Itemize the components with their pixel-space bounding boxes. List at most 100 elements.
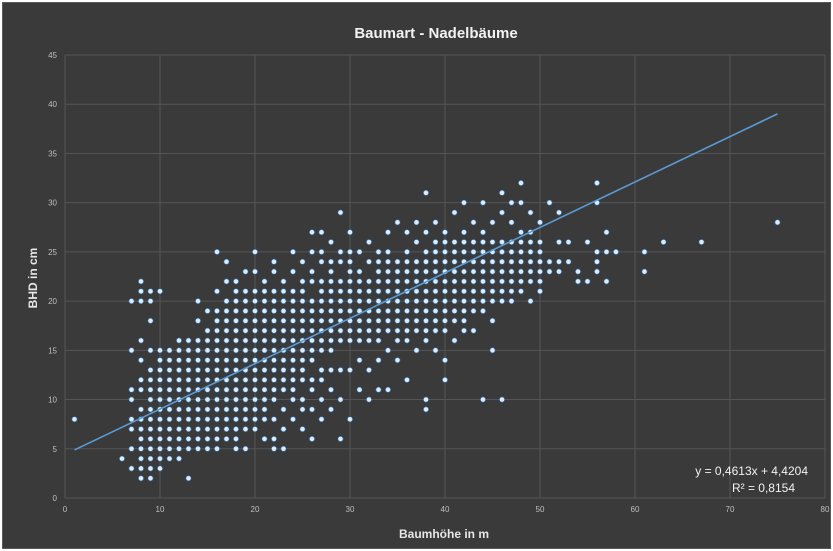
data-point <box>432 327 439 334</box>
data-point <box>603 229 610 236</box>
data-point <box>508 219 515 226</box>
data-point <box>518 278 524 285</box>
data-point <box>271 337 277 344</box>
data-point <box>423 248 429 255</box>
data-point <box>356 357 363 364</box>
data-point <box>261 288 268 295</box>
data-point <box>138 288 144 295</box>
data-point <box>166 406 173 413</box>
data-point <box>594 268 600 275</box>
data-point <box>128 465 135 472</box>
data-point <box>518 199 524 206</box>
data-point <box>223 416 230 423</box>
data-point <box>394 327 401 334</box>
data-point <box>261 347 268 354</box>
data-point <box>138 298 144 305</box>
data-point <box>223 357 230 364</box>
data-point <box>138 278 144 285</box>
data-point <box>489 239 496 245</box>
data-point <box>546 258 553 265</box>
data-point <box>518 180 524 186</box>
data-point <box>242 308 249 314</box>
data-point <box>461 239 467 245</box>
data-point <box>641 268 648 275</box>
data-point <box>309 278 315 285</box>
data-point <box>223 347 230 354</box>
y-tick-label: 45 <box>48 51 57 60</box>
data-point <box>280 406 287 413</box>
data-point <box>442 278 448 285</box>
data-point <box>546 268 553 275</box>
data-point <box>233 357 239 364</box>
data-point <box>318 298 325 305</box>
data-point <box>204 347 211 354</box>
data-point <box>271 288 277 295</box>
data-point <box>166 347 173 354</box>
data-point <box>442 327 448 334</box>
data-point <box>442 258 448 265</box>
data-point <box>261 396 268 403</box>
data-point <box>366 337 372 344</box>
data-point <box>204 406 211 413</box>
data-point <box>337 258 344 265</box>
data-point <box>176 357 182 364</box>
data-point <box>195 298 201 305</box>
data-point <box>204 416 211 423</box>
data-point <box>147 396 154 403</box>
data-point <box>404 278 410 285</box>
data-point <box>223 327 230 334</box>
x-axis-label: Baumhöhe in m <box>399 527 489 541</box>
data-point <box>204 426 211 432</box>
data-point <box>290 317 296 324</box>
data-point <box>347 337 353 344</box>
data-point <box>375 268 382 275</box>
data-point <box>271 298 277 305</box>
data-point <box>147 436 154 442</box>
data-point <box>233 445 239 452</box>
data-point <box>385 347 391 354</box>
data-point <box>242 268 249 275</box>
x-tick-label: 40 <box>441 505 450 514</box>
data-point <box>356 298 363 305</box>
data-point <box>508 258 515 265</box>
data-point <box>461 248 467 255</box>
data-point <box>233 317 239 324</box>
data-point <box>480 258 486 265</box>
data-point <box>290 376 296 383</box>
data-point <box>518 239 524 245</box>
data-point <box>280 278 287 285</box>
data-point <box>394 219 401 226</box>
data-point <box>252 416 258 423</box>
data-point <box>413 308 420 314</box>
data-point <box>337 396 344 403</box>
data-point <box>128 445 135 452</box>
data-point <box>442 298 448 305</box>
data-point <box>423 396 429 403</box>
data-point <box>432 317 439 324</box>
data-point <box>185 416 192 423</box>
data-point <box>480 278 486 285</box>
data-point <box>261 278 268 285</box>
data-point <box>537 278 543 285</box>
data-point <box>195 426 201 432</box>
data-point <box>366 288 372 295</box>
data-point <box>375 357 382 364</box>
data-point <box>280 327 287 334</box>
data-point <box>271 357 277 364</box>
data-point <box>537 268 543 275</box>
data-point <box>499 239 505 245</box>
data-point <box>166 386 173 393</box>
data-point <box>385 317 391 324</box>
data-point <box>185 386 192 393</box>
data-point <box>252 327 258 334</box>
data-point <box>461 327 467 334</box>
data-point <box>594 248 600 255</box>
data-point <box>432 298 439 305</box>
data-point <box>480 268 486 275</box>
data-point <box>375 386 382 393</box>
data-point <box>157 416 163 423</box>
x-tick-label: 10 <box>156 505 165 514</box>
data-point <box>385 229 391 236</box>
data-point <box>451 278 458 285</box>
data-point <box>347 327 353 334</box>
